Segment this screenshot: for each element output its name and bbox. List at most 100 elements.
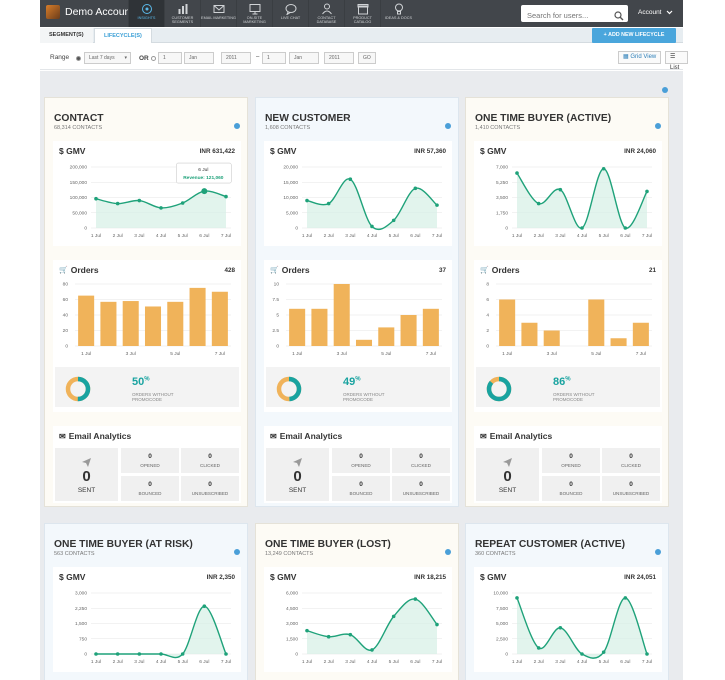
from-day-select[interactable]: 1 (158, 52, 182, 64)
gmv-point[interactable] (435, 622, 439, 627)
gmv-point[interactable] (623, 596, 628, 600)
orders-bar[interactable] (100, 301, 117, 346)
gmv-point[interactable] (180, 201, 185, 205)
gmv-point[interactable] (348, 632, 353, 637)
info-icon[interactable] (662, 87, 668, 93)
card-title[interactable]: REPEAT CUSTOMER (ACTIVE) (475, 539, 626, 550)
gmv-point[interactable] (536, 201, 541, 206)
account-menu[interactable]: Account (638, 9, 673, 16)
gmv-point[interactable] (645, 652, 649, 656)
card-title[interactable]: ONE TIME BUYER (AT RISK) (54, 539, 193, 550)
from-year-select[interactable]: 2011 (221, 52, 251, 64)
gmv-point[interactable] (137, 652, 142, 656)
list-view-button[interactable]: ☰ List View (665, 51, 688, 82)
to-month-select[interactable]: Jan (289, 52, 319, 64)
tab-segments[interactable]: SEGMENT(S) (40, 28, 93, 43)
grid-view-button[interactable]: ▦ Grid View (618, 51, 662, 64)
go-button[interactable]: GO (358, 52, 376, 64)
nav-item-box[interactable]: PRODUCT CATALOG (344, 0, 380, 27)
range-select[interactable]: Last 7 days ▾ (84, 52, 131, 64)
gmv-point[interactable] (348, 177, 353, 181)
search-icon[interactable] (614, 8, 624, 26)
gmv-point[interactable] (536, 646, 541, 650)
orders-bar[interactable] (78, 295, 95, 346)
orders-bar[interactable] (289, 308, 306, 346)
to-year-select[interactable]: 2011 (324, 52, 354, 64)
gmv-point[interactable] (558, 625, 563, 630)
gmv-point[interactable] (326, 634, 331, 639)
nav-item-lightbulb[interactable]: IDEAS & DOCS (380, 0, 416, 27)
card-title[interactable]: ONE TIME BUYER (ACTIVE) (475, 113, 612, 124)
gmv-point[interactable] (623, 226, 628, 230)
info-icon[interactable] (234, 123, 240, 129)
lifecycle-card[interactable]: CONTACT 68,314 CONTACTS 200,000 150,000 100,… (44, 97, 248, 507)
gmv-point[interactable] (180, 652, 185, 656)
lifecycle-card[interactable]: ONE TIME BUYER (AT RISK) 563 CONTACTS 3,00… (44, 523, 248, 680)
to-day-select[interactable]: 1 (262, 52, 286, 64)
orders-bar[interactable] (144, 306, 162, 346)
gmv-point[interactable] (601, 650, 606, 654)
nav-item-insights[interactable]: INSIGHTS (128, 0, 164, 27)
card-title[interactable]: CONTACT (54, 113, 104, 124)
gmv-point[interactable] (201, 188, 208, 195)
orders-bar[interactable] (211, 291, 228, 346)
gmv-point[interactable] (305, 628, 309, 633)
gmv-point[interactable] (601, 166, 606, 171)
gmv-point[interactable] (558, 187, 563, 192)
nav-item-chat-bubble[interactable]: LIVE CHAT (272, 0, 308, 27)
nav-item-bar-chart[interactable]: CUSTOMER SEGMENTS (164, 0, 200, 27)
gmv-point[interactable] (370, 224, 374, 229)
orders-bar[interactable] (122, 301, 139, 346)
orders-bar[interactable] (521, 322, 538, 346)
orders-bar[interactable] (588, 299, 605, 347)
range-preset-radio[interactable] (76, 56, 81, 61)
from-month-select[interactable]: Jan (184, 52, 214, 64)
nav-item-envelope[interactable]: EMAIL MARKETING (200, 0, 236, 27)
search-input[interactable] (521, 7, 611, 24)
gmv-point[interactable] (224, 194, 228, 199)
gmv-point[interactable] (224, 652, 228, 656)
gmv-point[interactable] (115, 652, 120, 656)
gmv-point[interactable] (305, 198, 309, 203)
account-brand[interactable]: Demo Account (46, 5, 133, 19)
orders-bar[interactable] (543, 330, 560, 347)
card-title[interactable]: ONE TIME BUYER (LOST) (265, 539, 391, 550)
gmv-point[interactable] (515, 171, 519, 175)
orders-bar[interactable] (610, 338, 627, 346)
info-icon[interactable] (234, 549, 240, 555)
gmv-point[interactable] (413, 186, 418, 191)
lifecycle-card[interactable]: ONE TIME BUYER (ACTIVE) 1,410 CONTACTS 7,0… (465, 97, 669, 507)
orders-bar[interactable] (167, 301, 184, 346)
info-icon[interactable] (655, 123, 661, 129)
gmv-point[interactable] (515, 596, 519, 600)
gmv-point[interactable] (115, 201, 120, 206)
gmv-point[interactable] (391, 218, 396, 223)
orders-bar[interactable] (311, 308, 328, 346)
custom-range-radio[interactable] (151, 56, 156, 61)
gmv-point[interactable] (202, 604, 207, 609)
orders-bar[interactable] (378, 327, 395, 346)
tab-lifecycles[interactable]: LIFECYCLE(S) (94, 28, 152, 43)
lifecycle-card[interactable]: NEW CUSTOMER 1,608 CONTACTS 20,000 15,000 10… (255, 97, 459, 507)
nav-item-monitor[interactable]: ON-SITE MARKETING (236, 0, 272, 27)
orders-bar[interactable] (422, 308, 439, 346)
gmv-point[interactable] (370, 648, 374, 652)
gmv-point[interactable] (94, 652, 98, 656)
nav-item-person[interactable]: CONTACT DATABASE (308, 0, 344, 27)
gmv-point[interactable] (159, 652, 163, 656)
gmv-point[interactable] (413, 597, 418, 601)
orders-bar[interactable] (499, 299, 516, 347)
orders-bar[interactable] (400, 315, 417, 346)
info-icon[interactable] (445, 123, 451, 129)
lifecycle-card[interactable]: REPEAT CUSTOMER (ACTIVE) 360 CONTACTS 10,0… (465, 523, 669, 680)
gmv-point[interactable] (137, 198, 142, 203)
lifecycle-card[interactable]: ONE TIME BUYER (LOST) 13,249 CONTACTS 6,00… (255, 523, 459, 680)
gmv-point[interactable] (435, 203, 439, 207)
card-title[interactable]: NEW CUSTOMER (265, 113, 351, 124)
info-icon[interactable] (445, 549, 451, 555)
gmv-point[interactable] (326, 201, 331, 206)
gmv-point[interactable] (94, 196, 98, 201)
gmv-point[interactable] (580, 652, 584, 656)
gmv-point[interactable] (159, 206, 163, 210)
add-new-lifecycle-button[interactable]: + ADD NEW LIFECYCLE (592, 28, 676, 43)
